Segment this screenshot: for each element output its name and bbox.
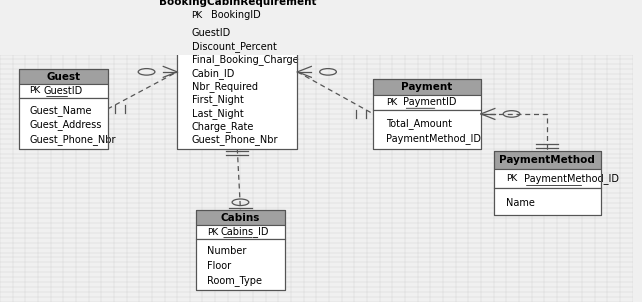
- Text: Guest_Address: Guest_Address: [30, 119, 102, 130]
- Text: Nbr_Required: Nbr_Required: [191, 81, 257, 92]
- Text: Cabins_ID: Cabins_ID: [221, 226, 270, 237]
- Text: PaymentMethod_ID: PaymentMethod_ID: [386, 133, 482, 144]
- Text: First_Night: First_Night: [191, 95, 243, 105]
- Text: PK: PK: [507, 174, 517, 183]
- FancyBboxPatch shape: [494, 188, 601, 215]
- Text: PaymentMethod_ID: PaymentMethod_ID: [524, 173, 619, 184]
- Text: Guest: Guest: [46, 72, 80, 82]
- Text: Cabins: Cabins: [221, 213, 260, 223]
- FancyBboxPatch shape: [177, 22, 297, 149]
- Text: Guest_Name: Guest_Name: [30, 105, 92, 116]
- Text: Guest_Phone_Nbr: Guest_Phone_Nbr: [191, 134, 278, 145]
- FancyBboxPatch shape: [374, 110, 481, 149]
- Text: Name: Name: [507, 198, 535, 208]
- Text: Total_Amount: Total_Amount: [386, 118, 452, 129]
- FancyBboxPatch shape: [19, 98, 108, 149]
- Text: BookingID: BookingID: [211, 10, 261, 20]
- Text: PaymentMethod: PaymentMethod: [499, 155, 595, 165]
- Text: Charge_Rate: Charge_Rate: [191, 121, 254, 132]
- Text: Payment: Payment: [401, 82, 453, 92]
- FancyBboxPatch shape: [494, 169, 601, 188]
- Text: Number: Number: [207, 246, 246, 256]
- FancyBboxPatch shape: [494, 151, 601, 169]
- FancyBboxPatch shape: [196, 239, 285, 290]
- Text: Final_Booking_Charge: Final_Booking_Charge: [191, 54, 299, 65]
- FancyBboxPatch shape: [177, 8, 297, 22]
- FancyBboxPatch shape: [374, 79, 481, 95]
- Text: Discount_Percent: Discount_Percent: [191, 41, 277, 52]
- Text: GuestID: GuestID: [44, 86, 83, 96]
- Text: PK: PK: [207, 227, 218, 236]
- Text: Cabin_ID: Cabin_ID: [191, 68, 235, 79]
- Text: GuestID: GuestID: [191, 28, 231, 38]
- Text: Floor: Floor: [207, 261, 231, 271]
- FancyBboxPatch shape: [177, 0, 297, 8]
- Text: Room_Type: Room_Type: [207, 275, 262, 286]
- Text: PK: PK: [191, 11, 203, 20]
- FancyBboxPatch shape: [196, 225, 285, 239]
- FancyBboxPatch shape: [374, 95, 481, 110]
- Text: PaymentID: PaymentID: [403, 97, 457, 108]
- FancyBboxPatch shape: [19, 69, 108, 84]
- Text: Last_Night: Last_Night: [191, 108, 243, 119]
- FancyBboxPatch shape: [19, 84, 108, 98]
- FancyBboxPatch shape: [196, 210, 285, 225]
- Text: PK: PK: [386, 98, 397, 107]
- Text: Guest_Phone_Nbr: Guest_Phone_Nbr: [30, 134, 116, 145]
- Text: BookingCabinRequirement: BookingCabinRequirement: [159, 0, 316, 7]
- Text: PK: PK: [30, 86, 41, 95]
